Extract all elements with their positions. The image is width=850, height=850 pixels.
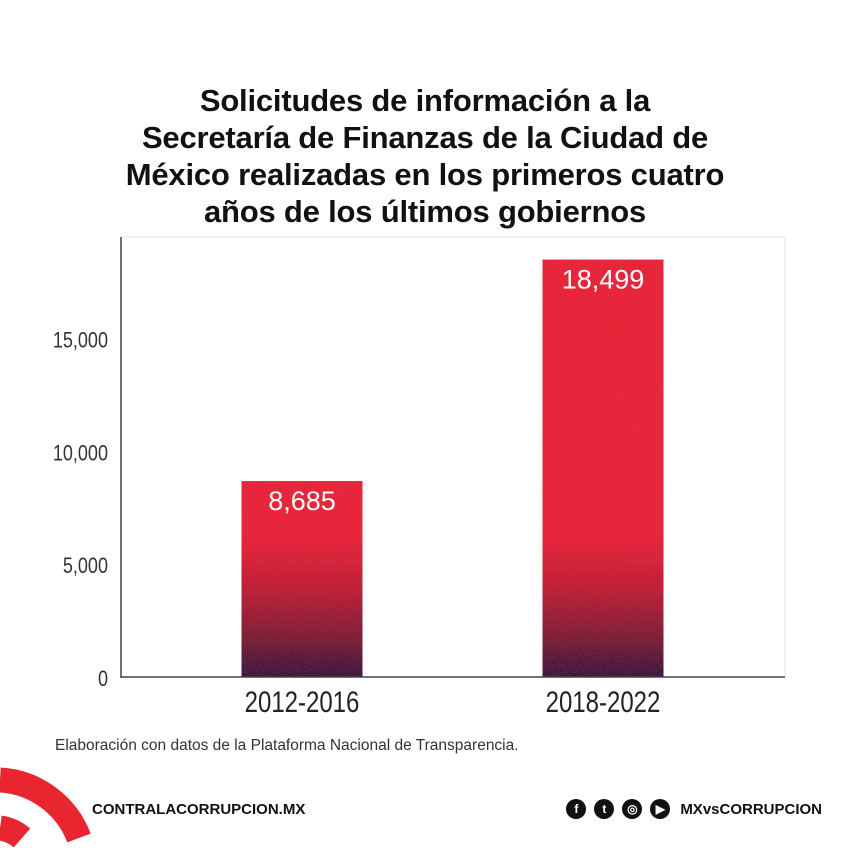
y-tick-label: 15,000 xyxy=(53,329,108,353)
social-handle[interactable]: MXvsCORRUPCION xyxy=(680,800,822,818)
y-tick-label: 10,000 xyxy=(53,442,108,466)
chart-title: Solicitudes de información a la Secretar… xyxy=(0,82,850,230)
title-line: años de los últimos gobiernos xyxy=(203,194,647,229)
title-line: Secretaría de Finanzas de la Ciudad de xyxy=(141,120,709,155)
instagram-icon[interactable]: ◎ xyxy=(622,799,643,819)
source-note: Elaboración con datos de la Plataforma N… xyxy=(55,737,519,754)
x-tick-label: 2018-2022 xyxy=(546,684,661,718)
data-label: 18,499 xyxy=(562,265,645,295)
y-tick-label: 5,000 xyxy=(63,555,108,579)
social-bar: f t ◎ ▶ MXvsCORRUPCION xyxy=(566,799,822,819)
facebook-icon[interactable]: f xyxy=(566,799,587,819)
title-line: Solicitudes de información a la xyxy=(199,83,651,118)
bar-2012-2016 xyxy=(241,481,363,677)
twitter-icon[interactable]: t xyxy=(594,799,615,819)
website-link[interactable]: CONTRALACORRUPCION.MX xyxy=(92,801,306,818)
bar-chart: 0 5,000 10,000 15,000 8,685 2012-2016 18,499 2… xyxy=(53,236,786,719)
data-label: 8,685 xyxy=(268,486,336,516)
youtube-icon[interactable]: ▶ xyxy=(650,799,671,819)
bar-2018-2022 xyxy=(542,259,664,677)
y-tick-label: 0 xyxy=(98,667,108,691)
brand-arcs-logo xyxy=(0,767,91,848)
title-line: México realizadas en los primeros cuatro xyxy=(125,157,725,192)
x-tick-label: 2012-2016 xyxy=(245,684,360,718)
